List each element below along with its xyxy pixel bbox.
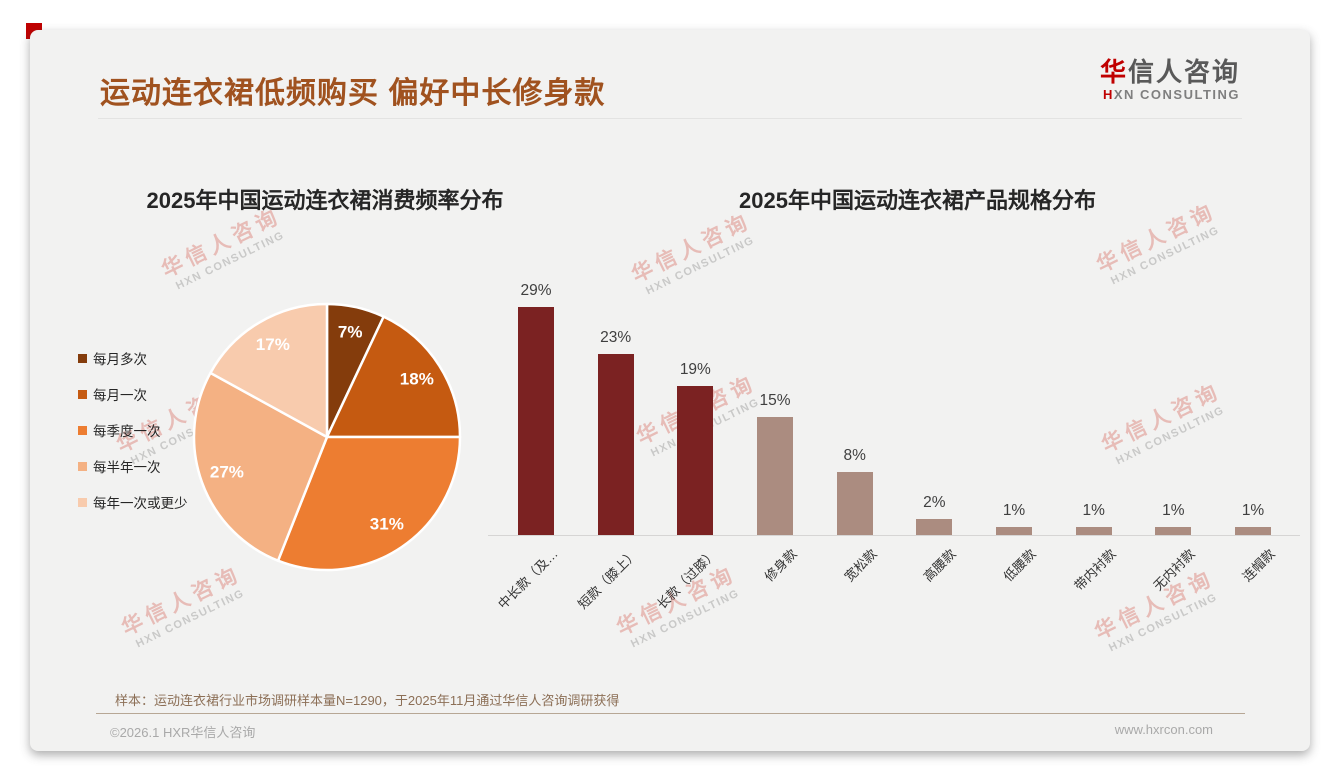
bar-chart-x-axis — [488, 535, 1300, 536]
pie-slice-label: 17% — [256, 335, 290, 354]
bar-value-label: 19% — [679, 360, 711, 378]
pie-slice — [276, 435, 462, 572]
bar — [597, 354, 634, 535]
bar — [1235, 527, 1272, 535]
sample-note: 样本：运动连衣裙行业市场调研样本量N=1290，于2025年11月通过华信人咨询… — [115, 693, 620, 708]
company-logo: 华信人咨询 HXN CONSULTING — [1099, 57, 1240, 103]
bar — [916, 519, 953, 535]
website-link[interactable]: www.hxrcon.com — [1114, 722, 1213, 737]
page-title: 运动连衣裙低频购买 偏好中长修身款 — [100, 77, 606, 110]
legend-item: 每季度一次 — [78, 412, 188, 448]
logo-english: HXN CONSULTING — [1102, 86, 1240, 102]
watermark: 华信人咨询 HXN CONSULTING — [158, 204, 287, 293]
bar — [677, 385, 714, 535]
bar-value-label: 1% — [1002, 502, 1026, 520]
bar-chart-title: 2025年中国运动连衣裙产品规格分布 — [739, 188, 1096, 213]
pie-chart: 7% 18% 31% 27% 17% — [192, 302, 462, 572]
legend-label: 每月多次 — [93, 352, 147, 367]
legend-label: 每年一次或更少 — [93, 496, 188, 511]
legend-label: 每半年一次 — [93, 460, 161, 475]
bar — [1155, 527, 1192, 535]
bar — [1075, 527, 1112, 535]
bar-chart: 29% 中长款（及… 23% 短款（膝上） 19% 长款（过膝） 15% 修身款 8% 宽松款 2%… — [460, 280, 1330, 650]
legend-label: 每月一次 — [93, 388, 147, 403]
pie-slice-label: 27% — [210, 462, 244, 481]
pie-slice-label: 7% — [338, 323, 363, 342]
legend-swatch — [78, 461, 87, 471]
bar-value-label: 2% — [923, 494, 946, 512]
bar — [757, 417, 793, 535]
legend-item: 每半年一次 — [78, 448, 188, 484]
legend-label: 每季度一次 — [93, 424, 161, 439]
header-divider — [98, 118, 1242, 119]
pie-slice — [209, 302, 329, 439]
legend-item: 每年一次或更少 — [78, 484, 188, 520]
bar-value-label: 29% — [520, 282, 552, 300]
legend-swatch — [78, 389, 87, 399]
bar-value-label: 1% — [1162, 502, 1185, 520]
pie-slice-label: 18% — [400, 369, 434, 388]
logo-chinese: 华信人咨询 — [1099, 57, 1240, 87]
pie-legend: 每月多次每月一次每季度一次每半年一次每年一次或更少 — [78, 340, 188, 520]
legend-swatch — [78, 353, 87, 363]
bar — [836, 472, 873, 535]
bar-value-label: 15% — [759, 392, 791, 410]
copyright-text: ©2026.1 HXR华信人咨询 — [110, 725, 256, 740]
footer-divider — [96, 713, 1245, 714]
legend-swatch — [78, 497, 87, 507]
legend-item: 每月一次 — [78, 376, 188, 412]
bar-value-label: 1% — [1082, 502, 1105, 520]
bar — [996, 527, 1033, 535]
bar-value-label: 8% — [843, 447, 866, 465]
bar-value-label: 23% — [600, 329, 632, 347]
pie-slice-label: 31% — [370, 514, 404, 533]
legend-swatch — [78, 425, 87, 435]
pie-chart-title: 2025年中国运动连衣裙消费频率分布 — [146, 188, 504, 213]
pie-slice — [325, 315, 462, 439]
legend-item: 每月多次 — [78, 340, 188, 376]
bar — [518, 307, 554, 535]
bar-value-label: 1% — [1241, 502, 1265, 520]
